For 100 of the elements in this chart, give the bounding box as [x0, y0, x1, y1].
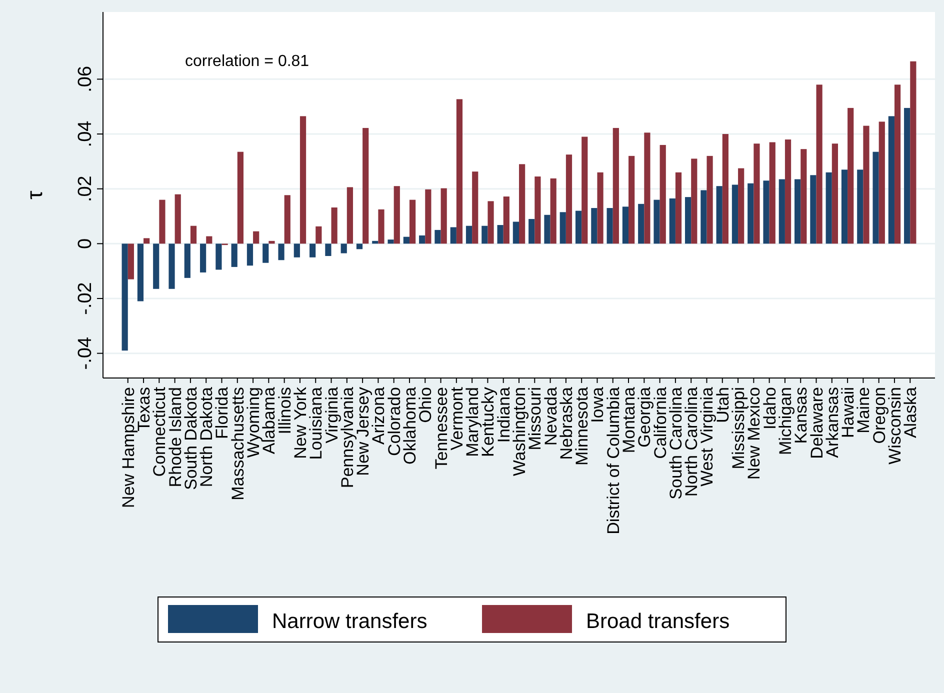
bar	[606, 208, 613, 244]
bar	[878, 122, 885, 244]
bar	[388, 240, 394, 244]
y-tick-label: -.04	[75, 336, 96, 370]
bar	[894, 84, 901, 244]
bar	[466, 226, 472, 244]
bar	[738, 168, 744, 244]
bar	[638, 204, 644, 244]
bar	[137, 244, 144, 302]
bar	[482, 226, 488, 244]
y-tick-label: .04	[75, 120, 96, 148]
bar	[144, 238, 150, 244]
bar	[684, 197, 692, 244]
bar	[419, 235, 426, 244]
bar	[644, 132, 650, 244]
x-tick-label: Washington	[510, 387, 529, 476]
bar	[800, 149, 807, 244]
bar	[763, 180, 770, 244]
bar	[872, 152, 879, 244]
bar	[440, 188, 447, 244]
bar	[597, 172, 604, 244]
bar	[534, 176, 541, 244]
bar	[356, 244, 363, 250]
bar	[122, 244, 128, 351]
bar	[700, 190, 707, 244]
bar	[832, 144, 838, 244]
bar	[488, 201, 494, 244]
bar	[519, 164, 526, 244]
bar	[769, 142, 776, 244]
bar	[362, 128, 369, 244]
bar	[216, 244, 222, 270]
bar	[566, 154, 572, 244]
bar	[278, 244, 284, 260]
y-tick-label: .02	[75, 176, 96, 202]
bar	[253, 231, 260, 244]
bar	[528, 218, 535, 244]
bar	[628, 156, 635, 244]
bar	[848, 108, 854, 244]
bar	[316, 226, 322, 244]
bar	[246, 244, 254, 266]
bar	[560, 212, 566, 244]
bar	[544, 214, 550, 244]
bar	[748, 183, 754, 244]
bar	[472, 172, 478, 244]
bar	[237, 152, 244, 244]
legend-label: Narrow transfers	[272, 610, 428, 633]
bar	[784, 139, 792, 244]
bar	[294, 244, 300, 258]
bar	[497, 225, 504, 244]
bar	[910, 61, 916, 244]
bar	[660, 144, 666, 244]
bar	[654, 200, 660, 244]
bar	[268, 240, 275, 244]
bar	[340, 244, 347, 254]
y-axis-title: τ	[22, 190, 47, 200]
bar	[612, 128, 619, 244]
bar	[591, 208, 598, 244]
bar	[206, 236, 212, 244]
bar	[184, 244, 190, 278]
bar	[231, 244, 238, 267]
bar	[810, 175, 816, 244]
bar	[331, 207, 338, 244]
bar	[128, 244, 134, 280]
bar	[200, 244, 206, 272]
bar	[582, 136, 588, 244]
bar	[394, 186, 400, 244]
bar	[794, 179, 801, 244]
bar	[575, 210, 582, 244]
bar	[732, 184, 738, 244]
bar	[378, 209, 384, 244]
bar	[841, 170, 848, 244]
bar	[826, 172, 832, 244]
legend-label: Broad transfers	[586, 610, 730, 633]
bar	[675, 172, 682, 244]
bar	[284, 195, 290, 244]
y-tick-label: .06	[75, 66, 96, 92]
bar	[262, 244, 269, 263]
bar	[300, 116, 306, 244]
bar	[778, 179, 785, 244]
bar	[409, 200, 416, 244]
x-tick-label: Mississippi	[729, 387, 748, 470]
y-tick-label: -.02	[75, 282, 96, 315]
bar	[372, 240, 378, 244]
bar	[691, 158, 698, 244]
bar	[159, 200, 166, 244]
bar	[888, 116, 894, 244]
bar	[168, 244, 175, 289]
y-tick-label: 0	[75, 238, 96, 249]
bar	[863, 126, 870, 244]
bar	[512, 222, 519, 244]
bar	[716, 186, 722, 244]
bar	[550, 178, 556, 244]
bar	[669, 198, 676, 244]
bar	[346, 187, 354, 244]
bar	[450, 227, 456, 244]
bar	[722, 134, 728, 244]
bar	[503, 196, 510, 244]
bar	[325, 244, 332, 256]
bar	[153, 244, 160, 289]
bar	[816, 84, 822, 244]
